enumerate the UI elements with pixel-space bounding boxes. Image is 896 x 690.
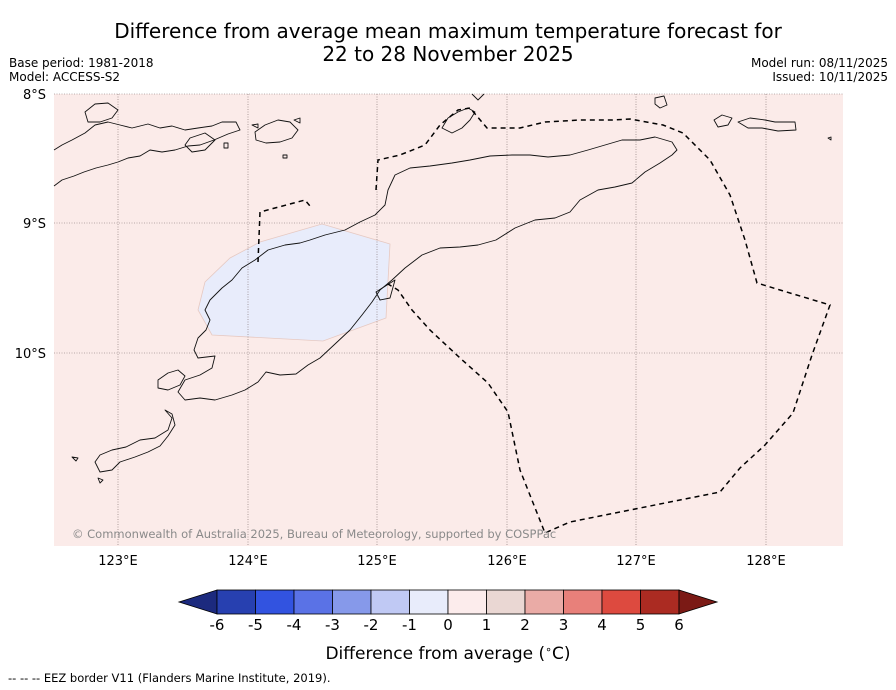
colorbar-tick-m3: -3 — [325, 616, 340, 634]
colorbar-bin-5-6 — [640, 589, 680, 615]
model-run: Model run: 08/11/2025 — [750, 56, 888, 70]
colorbar-bin-m1-0 — [409, 589, 449, 615]
colorbar-extend-low — [177, 589, 218, 615]
colorbar-bin-3-4 — [563, 589, 603, 615]
coastline-flores — [53, 121, 241, 187]
lon-label-127: 127°E — [616, 554, 656, 569]
lon-label-128: 128°E — [746, 554, 786, 569]
coastline-pantar — [84, 102, 119, 123]
lon-label-123: 123°E — [98, 554, 138, 569]
lon-label-126: 126°E — [487, 554, 527, 569]
coastline-islet-2 — [282, 154, 288, 159]
colorbar-tick-4: 4 — [597, 616, 607, 634]
colorbar-title: Difference from average (∘C) — [325, 643, 570, 664]
colorbar-ticks: -6 -5 -4 -3 -2 -1 0 1 2 3 4 5 6 — [210, 616, 684, 634]
coastlines — [53, 93, 832, 484]
colorbar-tick-6: 6 — [674, 616, 684, 634]
coastline-moa — [737, 117, 797, 132]
coastline-wetar-north — [471, 93, 485, 101]
coastline-timor — [177, 136, 678, 401]
colorbar — [177, 589, 719, 615]
colorbar-title-degree: ∘ — [545, 643, 552, 656]
coastline-islet-1 — [223, 142, 229, 149]
map-panel — [54, 94, 843, 546]
colorbar-tick-m6: -6 — [210, 616, 225, 634]
lat-label-10: 10°S — [15, 347, 46, 362]
colorbar-tick-0: 0 — [443, 616, 453, 634]
coastline-islet-5 — [827, 136, 832, 141]
colorbar-tick-1: 1 — [482, 616, 492, 634]
colorbar-bin-0-1 — [447, 589, 487, 615]
colorbar-tick-m4: -4 — [287, 616, 302, 634]
colorbar-title-suffix: C) — [552, 644, 571, 664]
colorbar-bin-m5-m4 — [255, 589, 295, 615]
base-period: Base period: 1981-2018 — [9, 56, 154, 70]
colorbar-bin-2-3 — [524, 589, 564, 615]
colorbar-bin-m6-m5 — [216, 589, 256, 615]
eez-border — [257, 107, 831, 534]
colorbar-title-prefix: Difference from average ( — [325, 644, 545, 664]
colorbar-bin-m3-m2 — [332, 589, 372, 615]
issued-date: Issued: 10/11/2025 — [772, 70, 888, 84]
model-name: Model: ACCESS-S2 — [9, 70, 121, 84]
coastline-alor — [254, 119, 299, 144]
coastline-atauro — [375, 279, 396, 301]
coastline-islet-4 — [293, 117, 301, 124]
colorbar-bin-m2-m1 — [370, 589, 410, 615]
coastline-roti — [94, 409, 176, 473]
colorbar-bin-m4-m3 — [293, 589, 333, 615]
colorbar-tick-3: 3 — [559, 616, 569, 634]
colorbar-tick-2: 2 — [520, 616, 530, 634]
colorbar-bin-4-5 — [601, 589, 641, 615]
eez-border-main — [375, 107, 831, 534]
title-line-1: Difference from average mean maximum tem… — [114, 19, 782, 43]
lon-label-125: 125°E — [357, 554, 397, 569]
coastline-semau — [157, 369, 186, 391]
coastline-alor-west — [184, 132, 216, 153]
colorbar-tick-m5: -5 — [248, 616, 263, 634]
map-copyright: © Commonwealth of Australia 2025, Bureau… — [72, 527, 556, 541]
coastline-leti — [713, 114, 733, 128]
colorbar-extend-high — [678, 589, 719, 615]
cool-anomaly-patch — [197, 223, 391, 342]
meta-left: Base period: 1981-2018 Model: ACCESS-S2 — [9, 56, 154, 84]
coastline-ndao — [71, 456, 79, 462]
graticule — [54, 93, 843, 546]
coastline-kisar — [654, 95, 668, 109]
lat-label-9: 9°S — [23, 217, 46, 232]
colorbar-tick-m2: -2 — [364, 616, 379, 634]
eez-border-west — [257, 199, 311, 263]
colorbar-tick-5: 5 — [636, 616, 646, 634]
coastline-dana — [97, 477, 104, 484]
colorbar-tick-m1: -1 — [402, 616, 417, 634]
eez-footnote: -- -- -- EEZ border V11 (Flanders Marine… — [8, 671, 331, 685]
map-title: Difference from average mean maximum tem… — [0, 20, 896, 66]
coastline-islet-3 — [251, 123, 259, 129]
colorbar-bin-1-2 — [486, 589, 526, 615]
title-line-2: 22 to 28 November 2025 — [322, 42, 574, 66]
meta-right: Model run: 08/11/2025 Issued: 10/11/2025 — [751, 56, 888, 84]
lat-label-8: 8°S — [23, 88, 46, 103]
lon-label-124: 124°E — [228, 554, 268, 569]
